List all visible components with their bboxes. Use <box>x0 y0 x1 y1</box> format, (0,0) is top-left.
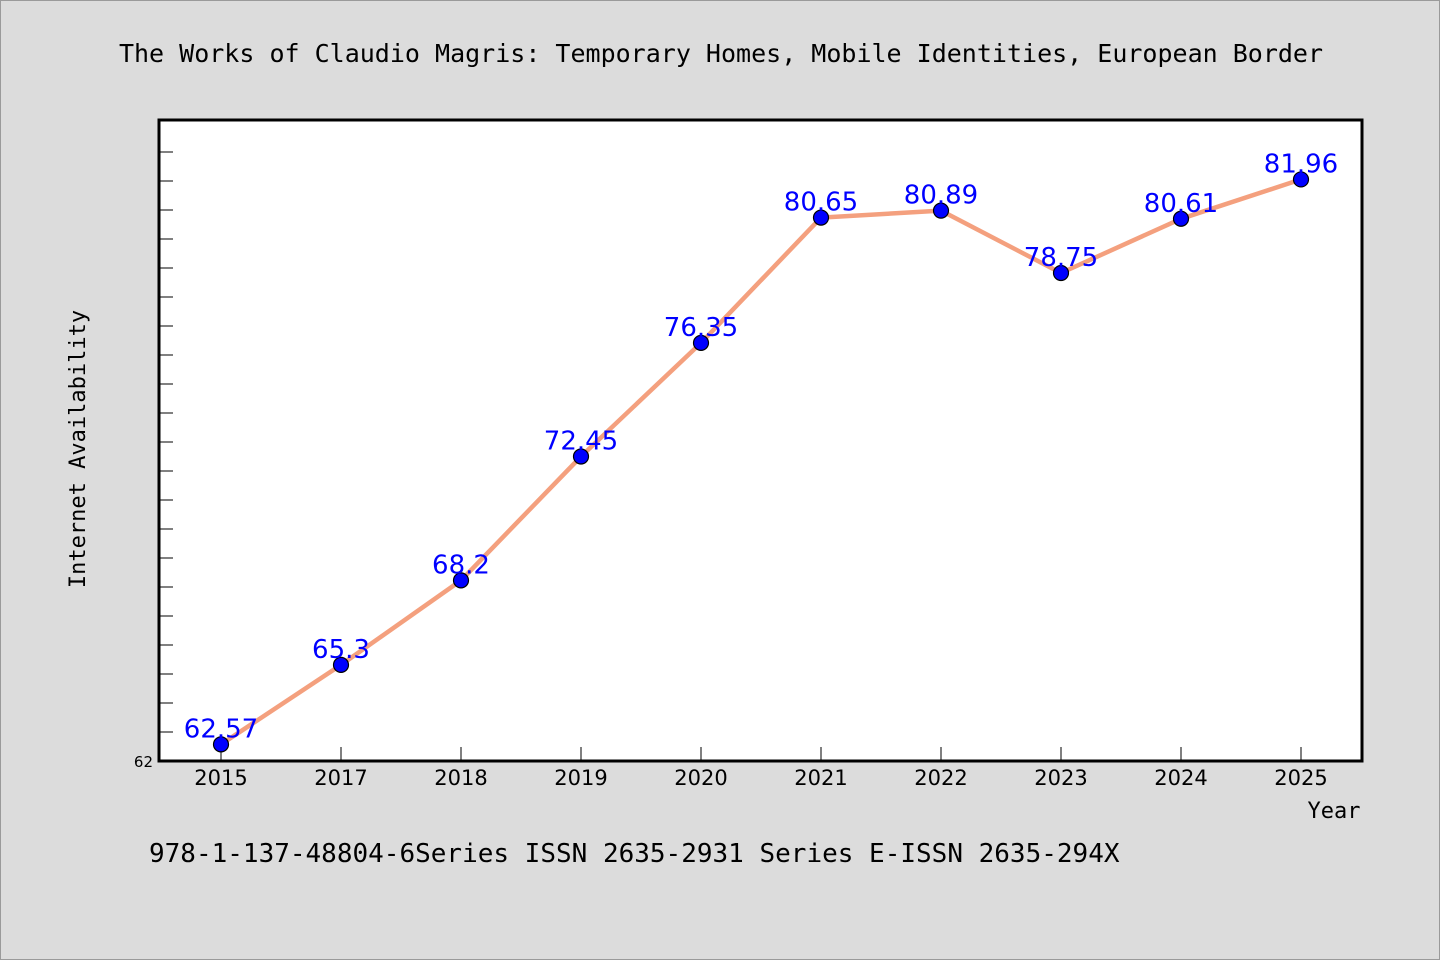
data-label: 76.35 <box>664 313 738 343</box>
series-layer: 62.57 65.3 68.2 72.45 76.35 80.65 80.89 78.75 80… <box>184 149 1338 753</box>
data-point <box>572 448 590 465</box>
data-point <box>452 572 470 589</box>
data-label: 65.3 <box>312 635 370 665</box>
y-axis-title: Internet Availability <box>66 310 91 588</box>
data-label: 62.57 <box>184 714 258 744</box>
data-label: 80.65 <box>784 188 858 218</box>
data-point <box>332 656 350 673</box>
data-label: 81.96 <box>1264 149 1338 179</box>
x-tick-label: 2015 <box>194 766 247 790</box>
x-axis-ticks: 2015 2017 2018 2019 2020 2021 2022 2023 2024 2025 <box>194 747 1328 790</box>
data-point <box>212 736 230 753</box>
data-point <box>812 209 830 226</box>
data-label: 78.75 <box>1024 243 1098 273</box>
x-tick-label: 2021 <box>794 766 847 790</box>
data-point <box>1172 210 1190 227</box>
data-point <box>1292 171 1310 188</box>
x-tick-label: 2025 <box>1274 766 1327 790</box>
data-point <box>692 334 710 351</box>
x-tick-label: 2023 <box>1034 766 1087 790</box>
data-point <box>1052 264 1070 282</box>
y-axis-ticks: 62 <box>134 151 173 771</box>
x-tick-label: 2017 <box>314 766 367 790</box>
x-tick-label: 2018 <box>434 766 487 790</box>
data-label: 72.45 <box>544 427 618 457</box>
x-tick-label: 2022 <box>914 766 967 790</box>
y-tick-label: 62 <box>134 753 153 771</box>
x-tick-label: 2024 <box>1154 766 1207 790</box>
data-label: 80.89 <box>904 181 978 211</box>
x-axis-title: Year <box>1308 799 1361 824</box>
data-label: 68.2 <box>432 550 490 580</box>
chart-title: The Works of Claudio Magris: Temporary H… <box>119 39 1323 68</box>
data-point <box>932 202 950 219</box>
footer-text: 978-1-137-48804-6Series ISSN 2635-2931 S… <box>149 839 1120 869</box>
x-tick-label: 2019 <box>554 766 607 790</box>
series-line <box>219 177 1302 747</box>
data-label: 80.61 <box>1144 189 1218 219</box>
x-tick-label: 2020 <box>674 766 727 790</box>
